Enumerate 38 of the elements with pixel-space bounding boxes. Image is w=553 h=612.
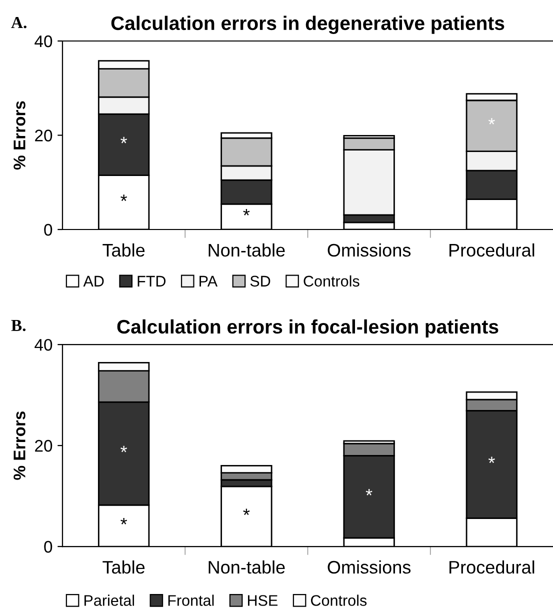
data-label: * [120,446,128,452]
chart-title: Calculation errors in focal-lesion patients [117,319,498,338]
text: A. [11,17,26,28]
x-tick-label: Omissions [328,560,411,574]
y-axis-title: % Errors [14,411,26,480]
data-label: * [243,508,250,516]
data-label: * [120,194,128,201]
x-tick-label: Procedural [450,560,534,574]
data-label: * [488,456,495,464]
y-tick-label: 0 [44,540,52,553]
x-tick-label: Table [102,243,145,257]
y-tick-label: 20 [35,130,52,142]
y-tick-label: 40 [34,338,52,351]
legend-label: HSE [248,595,278,606]
data-label: * [120,136,128,144]
data-label: * [243,209,250,216]
x-tick-label: Omissions [328,243,411,257]
y-axis-title: % Errors [14,101,26,170]
legend-label: Controls [304,275,360,287]
x-tick-label: Non-table [208,243,285,257]
y-tick-label: 0 [44,224,52,236]
data-label: * [488,118,495,124]
y-tick-label: 40 [34,35,52,48]
legend-label: AD [83,276,104,286]
legend-label: PA [200,276,218,286]
x-tick-label: Procedural [450,243,534,257]
text: B. [11,320,26,332]
x-tick-label: Table [102,560,145,574]
legend-label: Frontal [168,594,214,606]
data-label: * [120,518,128,524]
legend-label: Controls [311,594,367,606]
legend-label: Parietal [84,594,134,606]
data-label: * [366,489,372,496]
chart-title: Calculation errors in degenerative patients [111,16,504,34]
x-tick-label: Non-table [208,560,285,574]
y-tick-label: 20 [35,440,52,452]
legend-label: SD [250,276,270,287]
legend-label: FTD [138,276,166,286]
